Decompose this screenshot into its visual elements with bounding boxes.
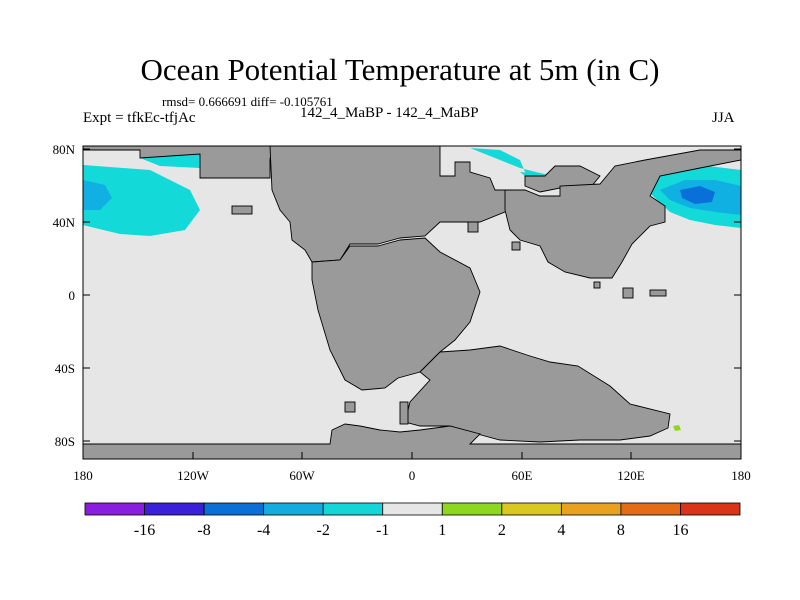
experiment-label: Expt = tfkEc-tfjAc	[83, 110, 196, 126]
colorbar-swatch	[501, 502, 562, 516]
land-island-1	[231, 205, 253, 215]
lon-tick-labels: 180 120W 60W 0 60E 120E 180	[73, 468, 751, 483]
land-south-america-africa	[311, 237, 481, 391]
land-island-3	[649, 289, 667, 297]
colorbar-label: 8	[617, 522, 625, 539]
colorbar-swatch	[441, 502, 503, 516]
land-island-4	[622, 287, 634, 299]
colorbar-swatch	[144, 502, 205, 516]
colorbar-swatch	[680, 502, 741, 516]
lon-tick-label: 0	[409, 468, 416, 483]
colorbar-swatch	[203, 502, 265, 516]
comparison-label: 142_4_MaBP - 142_4_MaBP	[300, 105, 479, 121]
colorbar-swatch	[322, 502, 384, 516]
land-island-7	[593, 281, 601, 289]
lon-tick-label: 180	[731, 468, 751, 483]
colorbar-swatch	[560, 502, 622, 516]
colorbar-label: -8	[197, 522, 210, 539]
axis-ticks	[82, 148, 742, 459]
lat-tick-labels: 80N 40N 0 40S 80S	[53, 142, 76, 449]
lat-tick-label: 0	[69, 288, 76, 303]
colorbar-swatch	[263, 502, 324, 516]
lat-tick-label: 40N	[53, 215, 76, 230]
land-north-america	[269, 145, 521, 263]
land-eurasia	[504, 149, 742, 279]
land-island-8	[511, 241, 521, 251]
map-panel	[82, 145, 742, 460]
land-masses	[82, 145, 742, 460]
land-island-6	[399, 401, 409, 425]
anomaly-north-pacific-west	[83, 165, 200, 236]
lon-tick-label: 60E	[512, 468, 533, 483]
stats-line: rmsd= 0.666691 diff= -0.105761	[162, 94, 333, 109]
anomaly-npe-deep	[680, 186, 715, 204]
lat-tick-label: 40S	[55, 361, 75, 376]
land-island-2	[467, 221, 479, 233]
lat-tick-label: 80N	[53, 142, 76, 157]
colorbar-swatch	[84, 502, 145, 516]
lon-tick-label: 180	[73, 468, 93, 483]
colorbar-label: 1	[438, 522, 446, 539]
colorbar: -16 -8 -4 -2 -1 1 2 4 8 16	[84, 502, 741, 539]
colorbar-swatch	[382, 502, 443, 516]
anomaly-positive-antarctic	[673, 425, 681, 431]
land-island-5	[344, 401, 356, 413]
chart-title: Ocean Potential Temperature at 5m (in C)	[140, 52, 660, 87]
lat-tick-label: 80S	[55, 434, 75, 449]
anomaly-npw-core	[83, 180, 112, 210]
colorbar-label: -1	[376, 522, 389, 539]
colorbar-label: -4	[257, 522, 270, 539]
colorbar-label: -16	[134, 522, 155, 539]
colorbar-label: 4	[557, 522, 565, 539]
colorbar-swatch	[620, 502, 681, 516]
colorbar-label: 16	[672, 522, 688, 539]
lon-tick-label: 120E	[617, 468, 645, 483]
colorbar-label: 2	[498, 522, 506, 539]
season-label: JJA	[712, 110, 735, 126]
colorbar-label: -2	[317, 522, 330, 539]
lon-tick-label: 120W	[177, 468, 210, 483]
lon-tick-label: 60W	[289, 468, 315, 483]
